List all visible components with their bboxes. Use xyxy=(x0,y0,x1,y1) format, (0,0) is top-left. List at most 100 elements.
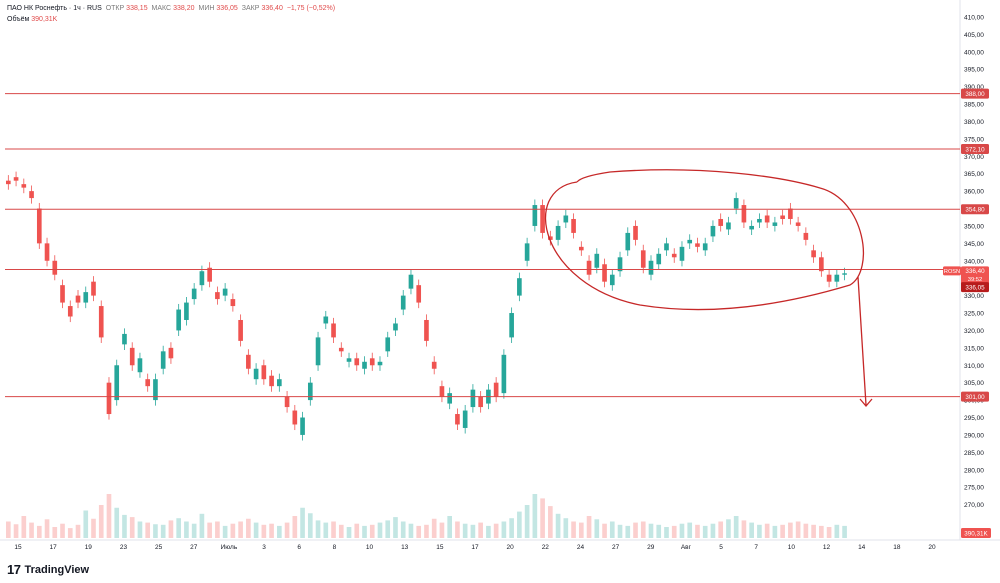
candle-body xyxy=(470,389,476,408)
volume-bar xyxy=(633,522,638,538)
volume-bar xyxy=(315,520,321,538)
candle-body xyxy=(648,260,654,275)
y-tick-label: 280,00 xyxy=(964,467,984,474)
x-tick-label: 23 xyxy=(120,544,128,551)
open-value: 338,15 xyxy=(126,5,148,12)
candle-body xyxy=(749,225,754,230)
volume-bar xyxy=(199,513,205,538)
volume-bar xyxy=(52,527,58,538)
low-label: МИН xyxy=(198,5,215,12)
candle-body xyxy=(253,368,259,380)
volume-bar xyxy=(462,523,468,538)
volume-bar xyxy=(609,521,615,538)
volume-bar xyxy=(718,521,724,538)
candle-body xyxy=(501,354,507,394)
candle-body xyxy=(741,205,747,223)
volume-bar xyxy=(679,523,685,538)
volume-bar xyxy=(424,524,429,538)
volume-bar xyxy=(617,524,623,538)
candle-body xyxy=(733,198,739,209)
candle-body xyxy=(307,382,313,401)
x-tick-label: 20 xyxy=(928,544,936,551)
x-tick-label: Июль xyxy=(221,544,238,551)
candle-body xyxy=(424,319,429,341)
volume-bar xyxy=(509,518,514,538)
volume-bar xyxy=(153,524,158,538)
volume-bar xyxy=(671,525,677,538)
candle-body xyxy=(517,278,522,296)
y-tick-label: 325,00 xyxy=(964,311,984,318)
candle-body xyxy=(416,285,422,303)
candle-body xyxy=(6,180,11,185)
y-tick-label: 365,00 xyxy=(964,171,984,178)
candle-body xyxy=(29,191,34,199)
x-tick-label: Авг xyxy=(681,544,692,551)
volume-bar xyxy=(563,518,569,538)
volume-bar xyxy=(207,522,212,538)
symbol-title[interactable]: ПАО НК Роснефть · 1ч · RUS xyxy=(7,5,102,12)
y-tick-label: 370,00 xyxy=(964,154,984,161)
volume-bar xyxy=(571,521,576,538)
volume-bar xyxy=(439,522,445,538)
low-value: 336,05 xyxy=(216,5,238,12)
volume-bar xyxy=(408,523,414,538)
candle-body xyxy=(36,208,42,244)
level-price-label: 388,00 xyxy=(965,91,985,98)
volume-bar xyxy=(6,521,11,538)
volume-bar xyxy=(385,520,391,538)
candle-body xyxy=(354,358,360,366)
volume-bar xyxy=(98,505,104,538)
volume-bar xyxy=(277,525,282,538)
volume-bar xyxy=(129,517,135,538)
candle-body xyxy=(563,215,569,223)
down-arrow-head xyxy=(859,398,873,407)
candle-body xyxy=(137,358,143,373)
candle-body xyxy=(67,306,73,317)
volume-bar xyxy=(656,524,662,538)
candle-body xyxy=(617,257,623,272)
candle-body xyxy=(439,386,445,397)
volume-bar xyxy=(246,518,251,538)
x-tick-label: 6 xyxy=(297,544,301,551)
candle-body xyxy=(393,323,398,331)
volume-bar xyxy=(323,522,329,538)
candle-body xyxy=(571,218,576,233)
volume-bar xyxy=(91,518,96,538)
candle-body xyxy=(633,225,638,240)
level-price-label: 372,10 xyxy=(965,146,985,153)
candle-body xyxy=(91,281,96,296)
level-price-tag xyxy=(961,204,989,215)
brand-name: TradingView xyxy=(24,563,90,576)
volume-bar xyxy=(733,516,739,538)
volume-bar xyxy=(788,522,793,538)
high-label: МАКС xyxy=(151,5,172,12)
y-tick-label: 295,00 xyxy=(964,415,984,422)
volume-bar xyxy=(640,521,646,538)
volume-bar xyxy=(377,522,383,538)
volume-bar xyxy=(284,522,290,538)
volume-bar xyxy=(702,525,708,538)
candle-body xyxy=(757,218,762,223)
bar-countdown-label: 39:52 xyxy=(968,277,983,283)
candle-body xyxy=(540,205,545,233)
y-tick-label: 340,00 xyxy=(964,258,984,265)
volume-bar xyxy=(13,524,19,538)
volume-bar xyxy=(749,522,754,538)
candle-body xyxy=(292,410,298,425)
volume-bar xyxy=(780,524,785,538)
x-tick-label: 7 xyxy=(754,544,758,551)
volume-bar xyxy=(160,524,166,538)
volume-bar xyxy=(455,521,460,538)
candle-body xyxy=(284,396,290,408)
x-tick-label: 19 xyxy=(85,544,93,551)
y-tick-label: 320,00 xyxy=(964,328,984,335)
candle-body xyxy=(408,274,414,289)
candle-body xyxy=(145,379,151,387)
volume-bar xyxy=(416,525,422,538)
x-tick-label: 8 xyxy=(333,544,337,551)
volume-bar xyxy=(741,520,747,538)
tradingview-branding[interactable]: 17 TradingView xyxy=(7,562,89,577)
volume-bar xyxy=(114,507,120,538)
x-tick-label: 10 xyxy=(366,544,374,551)
